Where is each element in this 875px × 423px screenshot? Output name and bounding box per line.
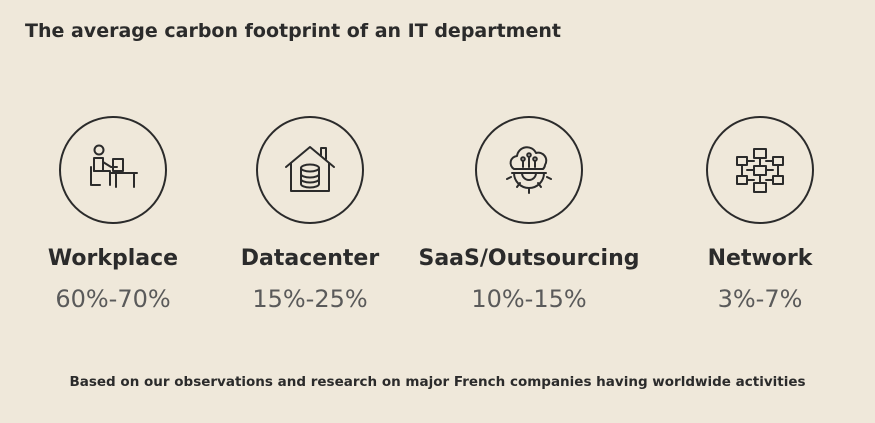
category-datacenter: Datacenter 15%-25% xyxy=(180,116,440,313)
category-label: Network xyxy=(707,246,813,271)
category-share: 15%-25% xyxy=(252,285,368,313)
saas-cloud-icon xyxy=(475,116,583,224)
category-label: Workplace xyxy=(47,246,179,271)
category-workplace: Workplace 60%-70% xyxy=(0,116,243,313)
category-share: 3%-7% xyxy=(717,285,803,313)
category-saas-outsourcing: SaaS/Outsourcing 10%-15% xyxy=(399,116,659,313)
category-network: Network 3%-7% xyxy=(630,116,875,313)
footnote: Based on our observations and research o… xyxy=(69,374,806,390)
category-label: Datacenter xyxy=(240,246,380,271)
page-title: The average carbon footprint of an IT de… xyxy=(25,20,561,42)
network-icon xyxy=(706,116,814,224)
category-label: SaaS/Outsourcing xyxy=(418,246,640,271)
category-share: 10%-15% xyxy=(471,285,587,313)
workplace-icon xyxy=(59,116,167,224)
datacenter-icon xyxy=(256,116,364,224)
category-share: 60%-70% xyxy=(55,285,171,313)
